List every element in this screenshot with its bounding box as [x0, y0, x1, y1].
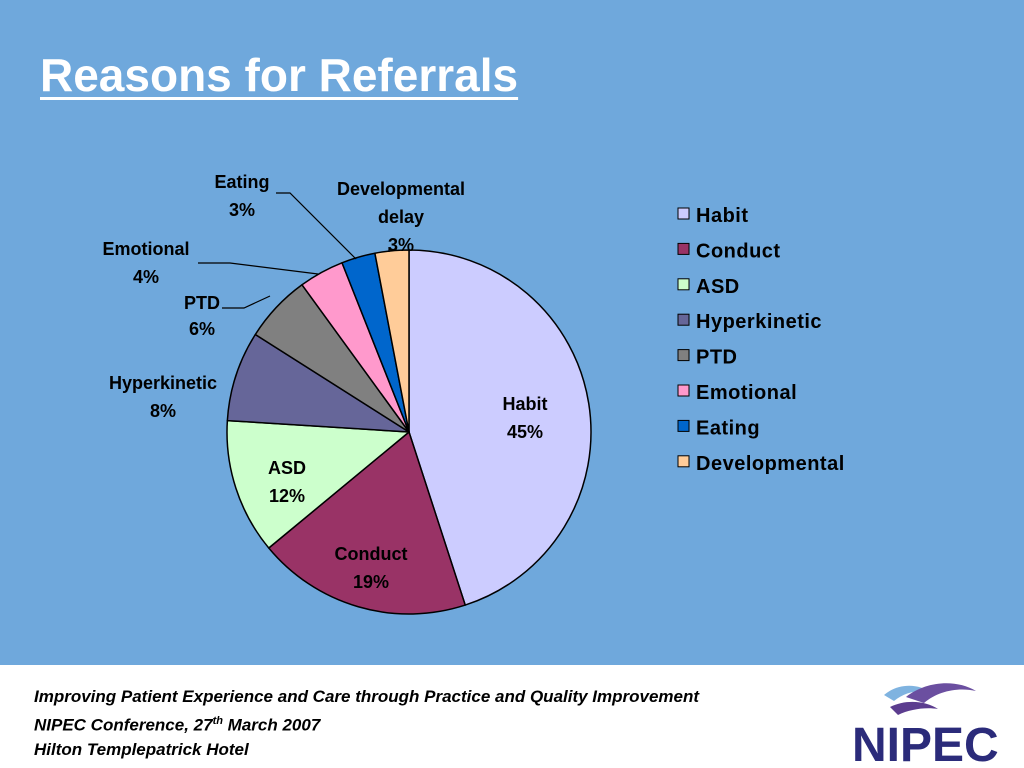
legend-label-eating: Eating	[696, 417, 760, 439]
legend-item-conduct: Conduct	[677, 240, 781, 262]
slice-label-ptd: PTD 6%	[184, 293, 220, 339]
legend-item-emotional: Emotional	[677, 382, 797, 404]
legend-item-developmental: Developmental	[677, 453, 845, 475]
legend-swatch-conduct	[677, 242, 690, 255]
footer-line-venue: Hilton Templepatrick Hotel	[34, 739, 249, 759]
legend-item-habit: Habit	[677, 205, 749, 227]
slice-labels: Habit 45% Conduct 19% ASD 12% Hyperkinetic 8% PT…	[102, 172, 547, 592]
slice-label-asd: ASD 12%	[268, 458, 306, 506]
pie-slice-developmental	[374, 249, 410, 433]
leader-line-ptd	[222, 295, 271, 309]
pie-slice-conduct	[268, 431, 466, 615]
legend-swatch-habit	[677, 207, 690, 220]
footer-text: Improving Patient Experience and Care th…	[34, 685, 699, 762]
legend-item-hyperkinetic: Hyperkinetic	[677, 311, 822, 333]
nipec-wave-logo-icon	[884, 683, 976, 715]
pie-slice-habit	[408, 249, 592, 606]
legend-item-ptd: PTD	[677, 347, 738, 369]
legend-swatch-developmental	[677, 455, 690, 468]
pie-slice-asd	[226, 419, 410, 549]
legend-label-developmental: Developmental	[696, 453, 845, 475]
footer: Improving Patient Experience and Care th…	[0, 665, 1024, 768]
slice-label-eating: Eating 3%	[214, 172, 269, 220]
pie-slice-hyperkinetic	[226, 333, 410, 433]
slice-label-hyperkinetic: Hyperkinetic 8%	[109, 373, 217, 421]
legend-label-hyperkinetic: Hyperkinetic	[696, 311, 822, 333]
chart-legend: Habit Conduct ASD Hyperkinetic PTD Emotional E…	[677, 205, 845, 475]
legend-label-asd: ASD	[696, 276, 740, 298]
legend-swatch-hyperkinetic	[677, 313, 690, 326]
footer-conference-prefix: NIPEC Conference, 27	[34, 715, 213, 735]
legend-swatch-eating	[677, 419, 690, 432]
slice-label-habit: Habit 45%	[503, 394, 548, 442]
legend-swatch-ptd	[677, 349, 690, 362]
footer-line-conference: NIPEC Conference, 27th March 2007	[34, 709, 699, 738]
legend-item-eating: Eating	[677, 417, 760, 439]
slide-background: Reasons for Referrals Habit 45% Conduct 19%…	[0, 0, 1024, 665]
footer-line-title: Improving Patient Experience and Care th…	[34, 687, 700, 706]
legend-label-emotional: Emotional	[696, 382, 797, 404]
footer-conference-suffix: March 2007	[222, 715, 321, 735]
pie-slices	[226, 249, 592, 615]
slice-label-conduct: Conduct 19%	[335, 544, 408, 592]
legend-label-conduct: Conduct	[696, 240, 781, 262]
leader-line-eating	[276, 192, 357, 260]
nipec-logo-text: NIPEC	[852, 719, 999, 765]
legend-swatch-asd	[677, 278, 690, 291]
legend-swatch-emotional	[677, 384, 690, 397]
legend-item-asd: ASD	[677, 276, 740, 298]
legend-label-habit: Habit	[696, 205, 749, 227]
slice-label-emotional: Emotional 4%	[102, 239, 189, 287]
legend-label-ptd: PTD	[696, 347, 738, 369]
slide-title: Reasons for Referrals	[40, 49, 519, 101]
leader-line-emotional	[198, 262, 319, 275]
leader-lines	[198, 192, 390, 309]
nipec-logo: NIPEC	[852, 683, 999, 765]
slice-label-developmental: Developmental delay 3%	[337, 179, 465, 255]
footer-conference-sup: th	[212, 715, 223, 727]
pie-chart: Habit 45% Conduct 19% ASD 12% Hyperkinetic 8% PT…	[102, 172, 845, 615]
